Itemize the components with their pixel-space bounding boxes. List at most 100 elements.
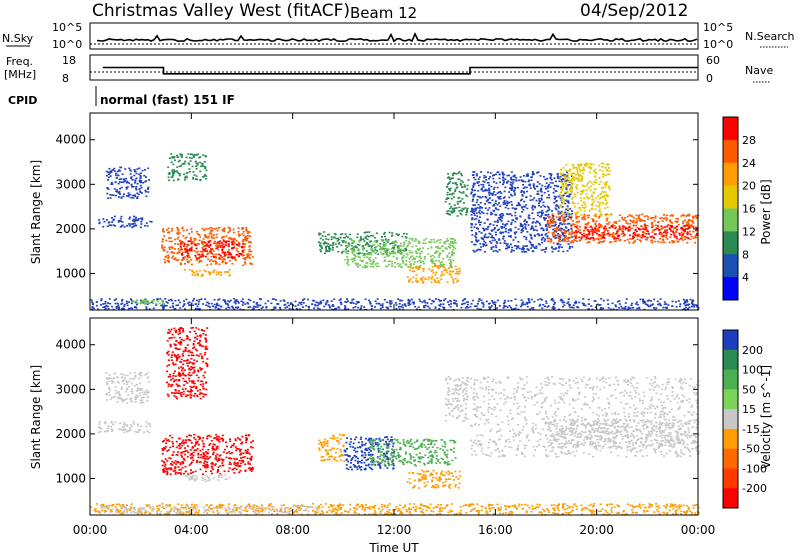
scatter-cell [471, 174, 474, 176]
scatter-cell [502, 177, 505, 179]
scatter-cell [480, 189, 483, 191]
scatter-cell [507, 231, 510, 234]
scatter-cell [123, 305, 126, 308]
scatter-cell [131, 378, 134, 380]
scatter-cell [176, 154, 179, 157]
scatter-cell [552, 220, 555, 222]
scatter-cell [228, 256, 231, 258]
scatter-cell [164, 438, 167, 440]
scatter-cell [434, 307, 437, 309]
scatter-cell [585, 223, 588, 225]
scatter-cell [577, 215, 580, 218]
scatter-cell [524, 224, 527, 226]
scatter-cell [364, 266, 366, 269]
scatter-cell [336, 246, 339, 248]
scatter-cell [598, 235, 600, 237]
scatter-cell [183, 300, 185, 302]
scatter-cell [182, 462, 185, 465]
scatter-cell [662, 231, 665, 234]
scatter-cell [489, 240, 492, 243]
scatter-cell [273, 306, 276, 308]
scatter-cell [139, 217, 142, 220]
scatter-cell [238, 243, 241, 245]
scatter-cell [98, 219, 101, 221]
scatter-cell [411, 245, 414, 248]
scatter-cell [110, 170, 113, 172]
scatter-cell [140, 389, 143, 391]
scatter-cell [132, 423, 135, 425]
scatter-cell [663, 303, 666, 305]
scatter-cell [494, 231, 497, 234]
scatter-cell [582, 172, 585, 174]
scatter-cell [629, 219, 632, 221]
scatter-cell [435, 260, 438, 262]
scatter-cell [589, 185, 592, 187]
scatter-cell [573, 205, 576, 208]
scatter-cell [542, 212, 544, 214]
scatter-cell [146, 225, 149, 227]
scatter-cell [533, 186, 535, 189]
scatter-cell [556, 234, 559, 237]
scatter-cell [369, 241, 372, 243]
scatter-cell [562, 213, 565, 215]
scatter-cell [116, 376, 118, 379]
scatter-cell [117, 174, 120, 177]
scatter-cell [628, 226, 631, 228]
scatter-cell [692, 226, 695, 228]
scatter-cell [131, 390, 134, 393]
scatter-cell [613, 221, 616, 223]
scatter-cell [525, 251, 528, 253]
scatter-cell [580, 163, 583, 166]
scatter-cell [313, 307, 316, 309]
scatter-cell [367, 243, 370, 245]
scatter-cell [511, 187, 514, 190]
scatter-cell [244, 261, 246, 263]
scatter-cell [180, 262, 182, 265]
colorbar-frame [722, 116, 739, 301]
scatter-cell [439, 303, 442, 305]
scatter-cell [294, 305, 297, 307]
scatter-cell [573, 234, 576, 237]
scatter-cell [241, 304, 244, 306]
scatter-cell [344, 240, 347, 243]
scatter-cell [595, 238, 598, 240]
scatter-cell [228, 260, 231, 262]
scatter-cell [443, 242, 446, 245]
scatter-cell [653, 298, 656, 301]
scatter-cell [636, 303, 639, 306]
scatter-cell [250, 467, 252, 470]
scatter-cell [177, 156, 180, 158]
scatter-cell [227, 256, 230, 259]
scatter-cell [118, 181, 121, 183]
scatter-cell [235, 462, 238, 465]
scatter-cell [534, 222, 537, 224]
scatter-cell [212, 271, 215, 274]
scatter-cell [456, 203, 459, 205]
scatter-cell [401, 235, 404, 238]
scatter-cell [513, 174, 516, 177]
scatter-cell [357, 256, 360, 258]
scatter-cell [594, 229, 597, 231]
scatter-cell [162, 249, 165, 252]
scatter-cell [631, 235, 634, 238]
scatter-cell [435, 250, 438, 253]
scatter-cell [591, 218, 594, 220]
scatter-cell [131, 382, 134, 385]
scatter-cell [527, 224, 530, 226]
scatter-cell [557, 207, 560, 209]
scatter-cell [579, 239, 582, 241]
scatter-cell [100, 303, 102, 306]
scatter-cell [585, 193, 588, 195]
scatter-cell [536, 181, 539, 183]
scatter-cell [176, 228, 179, 230]
scatter-cell [91, 307, 94, 309]
scatter-cell [676, 218, 679, 220]
scatter-cell [129, 429, 132, 431]
scatter-cell [140, 371, 143, 374]
scatter-cell [686, 233, 689, 235]
scatter-cell [583, 216, 585, 218]
scatter-cell [689, 238, 692, 241]
scatter-cell [571, 228, 574, 231]
scatter-cell [475, 233, 478, 236]
scatter-cell [174, 471, 177, 474]
